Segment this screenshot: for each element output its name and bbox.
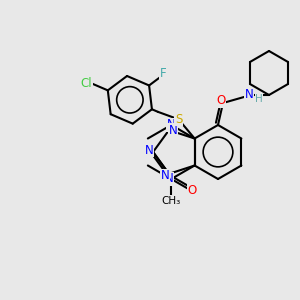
Text: O: O xyxy=(216,94,226,107)
Text: N: N xyxy=(169,124,177,137)
Text: N: N xyxy=(165,172,174,185)
Text: CH₃: CH₃ xyxy=(162,196,181,206)
Text: N: N xyxy=(244,88,253,101)
Text: N: N xyxy=(167,118,176,131)
Text: S: S xyxy=(175,113,182,126)
Text: Cl: Cl xyxy=(80,77,92,90)
Text: O: O xyxy=(188,184,197,196)
Text: F: F xyxy=(160,67,166,80)
Text: N: N xyxy=(160,169,169,182)
Text: N: N xyxy=(145,143,153,157)
Text: H: H xyxy=(255,94,263,104)
